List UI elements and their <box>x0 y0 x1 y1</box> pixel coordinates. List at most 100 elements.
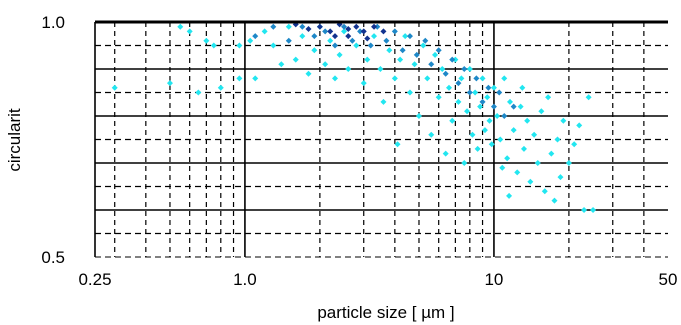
data-point <box>435 47 442 54</box>
data-point <box>531 131 538 138</box>
data-point <box>424 75 431 82</box>
data-point <box>166 80 173 87</box>
data-point <box>252 75 259 82</box>
data-point <box>488 141 495 148</box>
data-point <box>496 89 503 96</box>
data-point <box>383 37 390 44</box>
data-point <box>442 150 449 157</box>
data-point <box>367 42 374 49</box>
data-point <box>292 56 299 63</box>
data-point <box>466 89 473 96</box>
data-point <box>590 207 597 213</box>
data-point <box>449 56 456 63</box>
data-point <box>406 89 413 96</box>
data-point <box>461 160 468 166</box>
data-point <box>484 94 491 101</box>
data-point <box>428 61 435 68</box>
data-point <box>490 84 497 91</box>
data-point <box>432 51 439 58</box>
data-point <box>311 33 318 40</box>
data-point <box>203 37 210 44</box>
data-point <box>585 94 592 101</box>
data-point <box>461 66 468 72</box>
data-point <box>517 103 524 110</box>
data-point <box>551 197 558 204</box>
data-point <box>357 28 364 35</box>
data-point <box>506 98 513 105</box>
data-point <box>581 207 588 213</box>
data-point <box>557 174 564 181</box>
data-point <box>285 37 292 44</box>
data-point <box>466 66 473 72</box>
data-point <box>353 23 360 30</box>
data-point <box>479 75 486 82</box>
data-point <box>252 33 259 40</box>
data-point <box>377 66 384 72</box>
data-point <box>565 160 572 166</box>
data-point <box>439 66 446 72</box>
data-point <box>345 33 352 40</box>
x-tick-label: 0.25 <box>78 270 111 289</box>
data-point <box>469 131 476 138</box>
y-tick-label: 0.5 <box>41 248 65 267</box>
data-point <box>548 150 555 157</box>
data-point <box>486 117 493 124</box>
data-point <box>327 37 334 44</box>
data-point <box>452 56 459 63</box>
data-point <box>474 145 481 152</box>
data-point <box>538 108 545 115</box>
data-point <box>499 164 506 171</box>
data-point <box>506 192 513 199</box>
data-point <box>510 127 517 134</box>
data-point <box>364 56 371 63</box>
data-point <box>545 94 552 101</box>
data-point <box>217 84 224 91</box>
tick-labels: 0.25 1.0 10 50 1.0 0.5 <box>41 13 677 289</box>
data-point <box>534 160 541 166</box>
data-point <box>481 127 488 134</box>
data-point <box>341 28 348 35</box>
data-point <box>332 75 339 82</box>
data-point <box>327 28 334 35</box>
data-point <box>380 28 387 35</box>
data-point <box>464 108 471 115</box>
data-point <box>527 178 534 185</box>
x-tick-label: 50 <box>659 270 678 289</box>
data-point <box>336 51 343 58</box>
data-point <box>501 113 508 119</box>
data-point <box>278 61 285 68</box>
data-point <box>374 23 381 30</box>
data-point <box>399 47 406 54</box>
data-point <box>554 136 561 143</box>
data-point <box>236 42 243 49</box>
x-tick-label: 10 <box>484 270 503 289</box>
data-point <box>353 42 360 49</box>
data-point <box>422 37 429 44</box>
data-point <box>458 75 465 82</box>
data-point <box>322 61 329 68</box>
data-point <box>455 98 462 105</box>
data-point <box>420 42 427 49</box>
data-point <box>435 94 442 101</box>
data-point <box>270 42 277 49</box>
data-point <box>449 117 456 124</box>
data-point <box>371 23 378 30</box>
data-points <box>111 21 597 213</box>
data-point <box>111 84 118 91</box>
data-point <box>490 103 497 110</box>
data-point <box>428 131 435 138</box>
data-point <box>261 28 268 35</box>
data-point <box>345 66 352 72</box>
y-tick-label: 1.0 <box>41 13 65 32</box>
data-point <box>341 23 348 30</box>
data-point <box>472 89 479 96</box>
data-point <box>504 155 511 162</box>
y-axis-label: circularit <box>5 108 24 172</box>
data-point <box>195 89 202 96</box>
data-point <box>494 113 501 119</box>
data-point <box>477 103 484 110</box>
data-point <box>524 117 531 124</box>
data-point <box>571 141 578 148</box>
plot-frame <box>94 20 668 258</box>
